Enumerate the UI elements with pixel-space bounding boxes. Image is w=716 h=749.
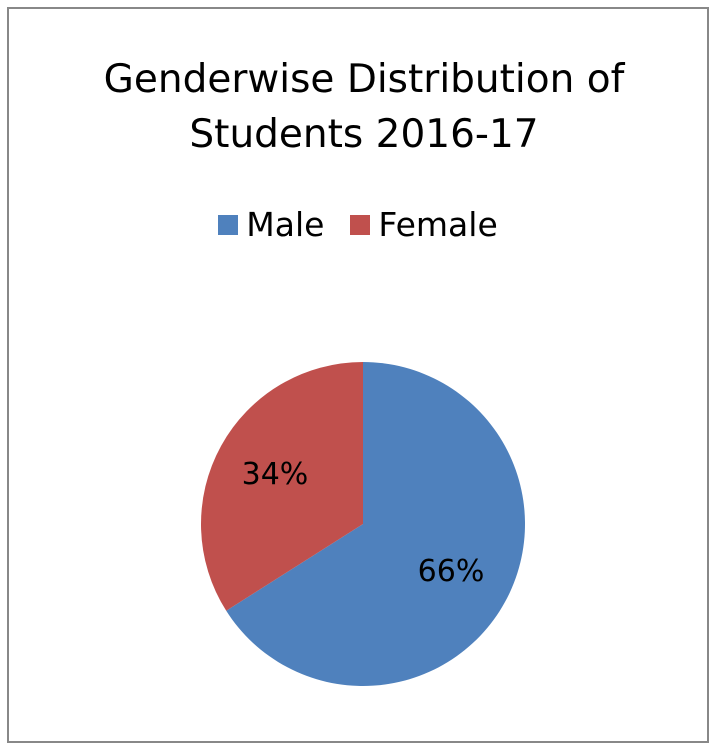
- data-label: 34%: [242, 457, 309, 492]
- legend-swatch: [350, 214, 371, 235]
- legend-label: Female: [378, 205, 498, 244]
- chart-frame: [7, 7, 709, 743]
- legend-item: Female: [350, 205, 498, 244]
- legend-swatch: [218, 214, 239, 235]
- chart-title: Genderwise Distribution of Students 2016…: [103, 57, 625, 157]
- pie-slice: [226, 362, 525, 687]
- legend-label: Male: [246, 205, 325, 244]
- pie-slice: [200, 362, 363, 611]
- legend: Male Female: [0, 205, 716, 244]
- data-label: 66%: [418, 554, 485, 589]
- legend-item: Male: [218, 205, 324, 244]
